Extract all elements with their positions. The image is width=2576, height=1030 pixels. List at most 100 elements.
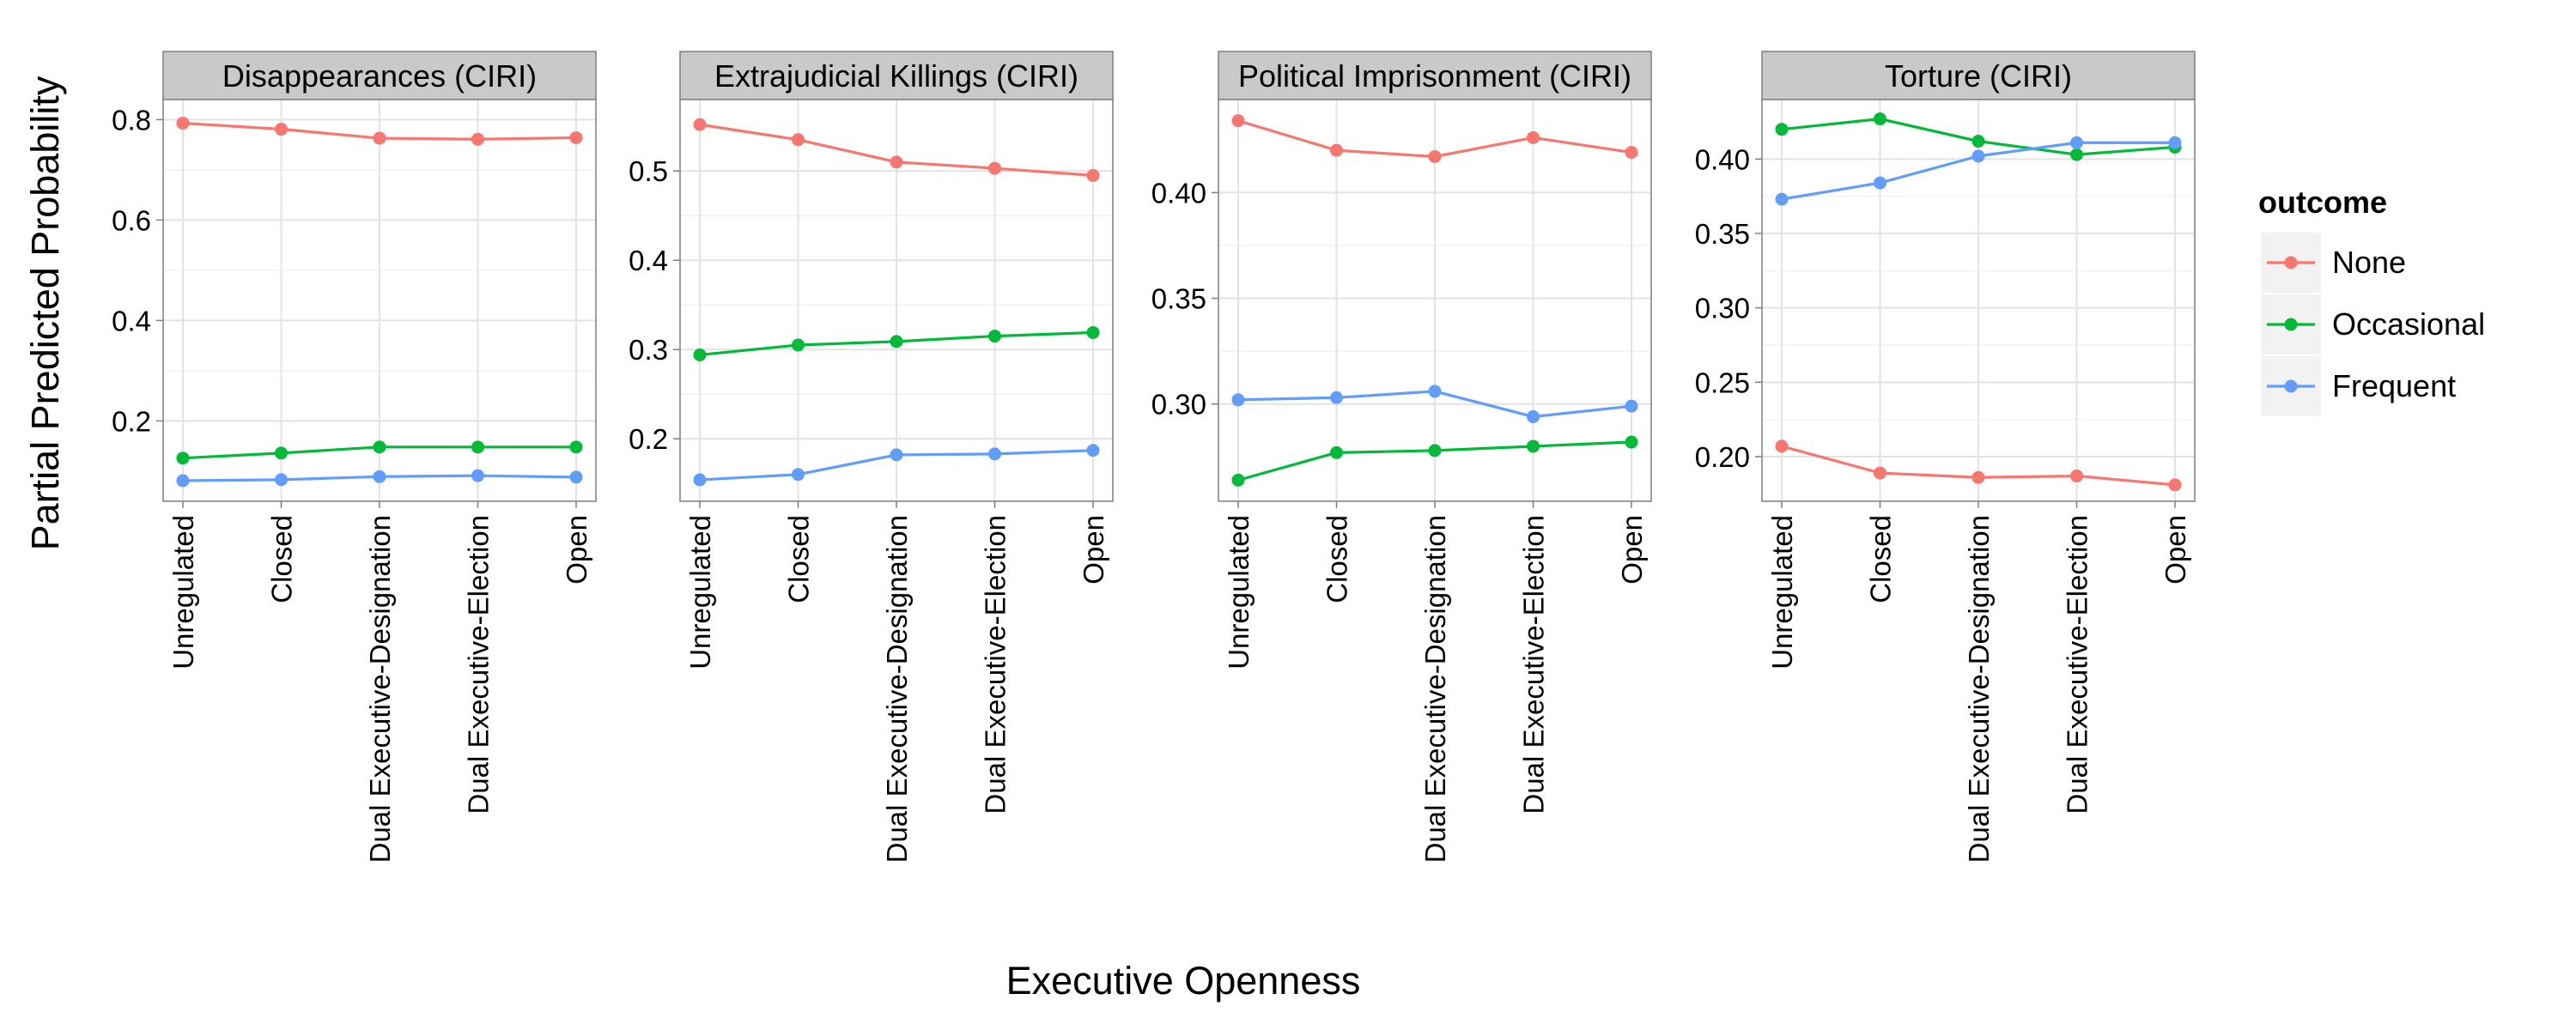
x-tick-label: Dual Executive-Election [980, 515, 1012, 815]
legend: outcome None Occasional Frequent [2258, 185, 2485, 418]
x-tick-label: Unregulated [167, 515, 199, 670]
legend-entry-none: None [2259, 231, 2406, 294]
data-point [792, 468, 805, 482]
x-tick-label: Dual Executive-Designation [1419, 515, 1451, 863]
data-point [1625, 146, 1638, 160]
x-tick-label: Dual Executive-Designation [364, 515, 396, 863]
facet-strip [1218, 51, 1652, 100]
data-point [176, 116, 190, 130]
data-point [1874, 466, 1886, 480]
data-point [2070, 136, 2083, 149]
data-point [1527, 439, 1540, 453]
chart-panels: Disappearances (CIRI) 0.2 0.4 0.6 0.8 Unregul… [112, 51, 2196, 863]
x-tick-label: Closed [783, 515, 815, 603]
y-tick-label: 0.2 [112, 405, 151, 437]
data-point [1874, 176, 1886, 190]
x-tick-label: Dual Executive-Election [2062, 515, 2093, 815]
facet-title: Extrajudicial Killings (CIRI) [714, 58, 1078, 94]
y-tick-label: 0.5 [629, 155, 668, 187]
data-point [1428, 444, 1442, 457]
data-point [1527, 409, 1540, 423]
x-tick-label: Closed [1865, 515, 1897, 603]
data-point [988, 447, 1001, 461]
facet-strip [162, 51, 597, 100]
data-point [373, 131, 386, 145]
y-tick-label: 0.35 [1695, 218, 1750, 250]
x-tick-label: Open [2160, 515, 2191, 585]
data-point [1971, 149, 1985, 163]
data-point [693, 348, 707, 361]
series-occasional [1231, 435, 1638, 487]
x-tick-label: Dual Executive-Election [463, 515, 495, 815]
data-point [2168, 478, 2182, 492]
data-point [693, 473, 707, 487]
y-tick-label: 0.6 [112, 204, 151, 236]
y-tick-label: 0.20 [1695, 441, 1750, 473]
data-point [275, 123, 288, 136]
series-frequent [693, 444, 1100, 487]
legend-entry-frequent: Frequent [2259, 354, 2456, 418]
x-tick-label: Dual Executive-Designation [1963, 515, 1995, 863]
x-tick-label: Closed [1321, 515, 1353, 603]
facet-strip [1761, 51, 2196, 100]
legend-point [2284, 379, 2298, 393]
data-point [373, 440, 386, 454]
data-point [1330, 445, 1343, 459]
data-point [890, 448, 903, 462]
series-occasional [693, 325, 1100, 361]
y-tick-label: 0.30 [1151, 389, 1206, 421]
data-point [471, 440, 484, 454]
y-axis-title: Partial Predicted Probability [23, 76, 67, 550]
x-axis-title: Executive Openness [1006, 959, 1361, 1003]
data-point [2168, 136, 2182, 149]
y-tick-label: 0.4 [629, 245, 668, 276]
x-tick-label: Open [1616, 515, 1648, 585]
panel-torture-ciri: Torture (CIRI) 0.20 0.25 0.30 0.35 0.40 Unregu… [1695, 51, 2196, 863]
data-point [2070, 148, 2083, 161]
panel-extrajudicial-killings-ciri: Extrajudicial Killings (CIRI) 0.2 0.3 0.4 0.… [629, 51, 1114, 863]
panel-disappearances-ciri: Disappearances (CIRI) 0.2 0.4 0.6 0.8 Unregul… [112, 51, 597, 863]
data-point [1874, 112, 1886, 126]
data-point [1086, 168, 1100, 182]
data-point [988, 161, 1001, 175]
data-point [1086, 444, 1100, 457]
x-tick-label: Unregulated [1766, 515, 1798, 670]
data-point [1231, 393, 1245, 407]
x-tick-label: Unregulated [1223, 515, 1255, 670]
data-point [1775, 192, 1789, 206]
data-point [792, 133, 805, 147]
data-point [373, 470, 386, 483]
data-point [890, 335, 903, 348]
facet-title: Disappearances (CIRI) [222, 58, 537, 94]
y-tick-label: 0.3 [629, 334, 668, 366]
data-point [988, 330, 1001, 343]
series-frequent [176, 469, 583, 488]
data-point [275, 446, 288, 460]
data-point [569, 130, 583, 144]
legend-label: None [2332, 245, 2406, 280]
data-point [471, 132, 484, 146]
series-none [693, 118, 1100, 182]
series-none [1775, 439, 2182, 492]
data-point [471, 469, 484, 482]
data-point [1625, 399, 1638, 413]
legend-label: Frequent [2332, 368, 2456, 403]
y-tick-label: 0.4 [112, 305, 151, 336]
panel-political-imprisonment-ciri: Political Imprisonment (CIRI) 0.30 0.35 0.4… [1151, 51, 1652, 863]
data-point [792, 338, 805, 352]
x-tick-label: Dual Executive-Designation [881, 515, 913, 863]
y-tick-label: 0.30 [1695, 293, 1750, 324]
legend-label: Occasional [2332, 306, 2485, 342]
legend-title: outcome [2258, 185, 2387, 220]
y-tick-label: 0.2 [629, 423, 668, 455]
data-point [1625, 435, 1638, 449]
facet-title: Torture (CIRI) [1885, 58, 2072, 94]
data-point [1428, 385, 1442, 398]
y-tick-label: 0.25 [1695, 367, 1750, 398]
data-point [1775, 123, 1789, 136]
series-occasional [176, 440, 583, 465]
data-point [1086, 325, 1100, 339]
data-point [1231, 114, 1245, 128]
data-point [176, 451, 190, 465]
